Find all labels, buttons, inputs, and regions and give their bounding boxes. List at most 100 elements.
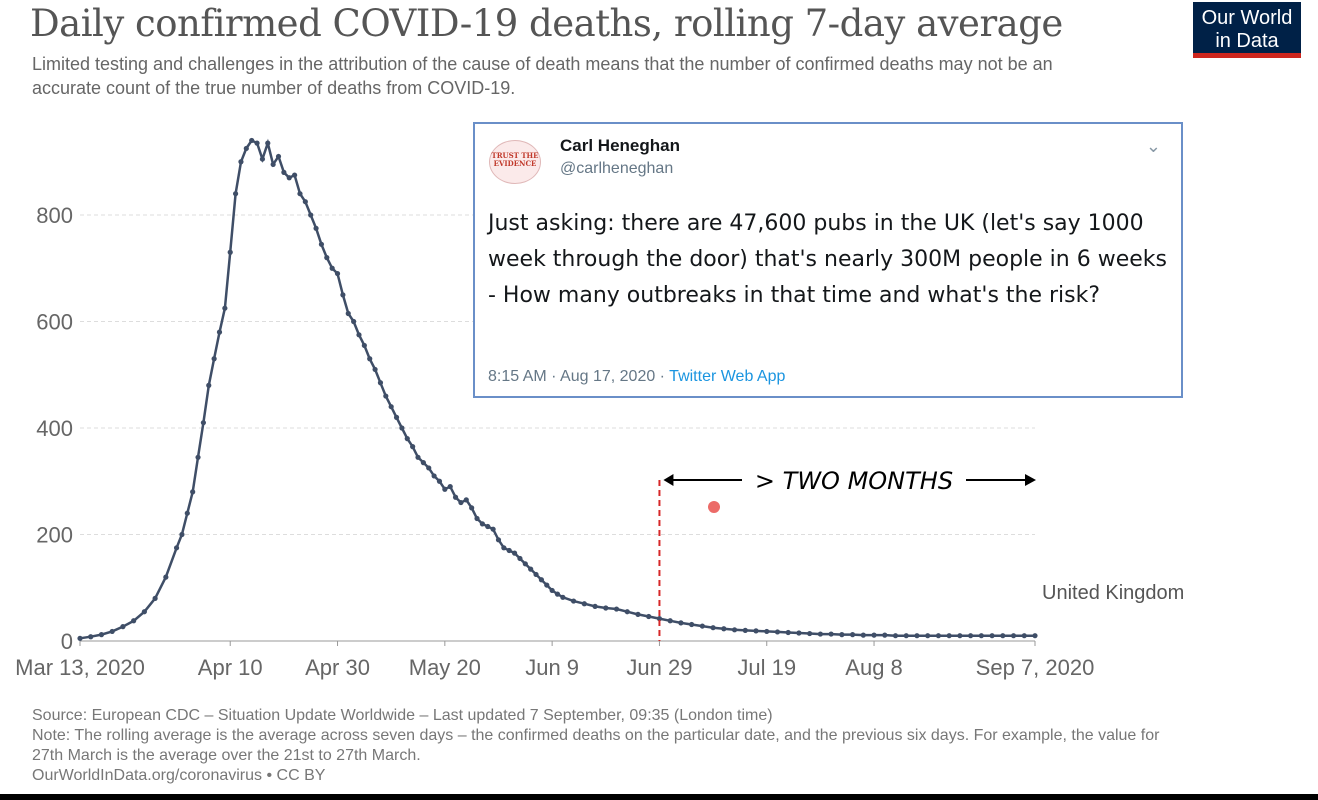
data-point (383, 393, 389, 399)
data-point (200, 420, 206, 426)
data-point (77, 635, 83, 641)
data-point (592, 603, 598, 609)
data-point (211, 356, 217, 362)
data-point (404, 436, 410, 442)
annotation-arrowhead-right (1025, 474, 1036, 486)
chart-footer: Source: European CDC – Situation Update … (32, 706, 1192, 786)
data-point (989, 633, 995, 639)
data-point (243, 145, 249, 152)
data-point (420, 460, 426, 466)
data-point (173, 545, 180, 551)
data-point (286, 175, 292, 181)
data-point (549, 587, 555, 594)
logo-line-1: Our World (1201, 7, 1293, 29)
chevron-down-icon[interactable]: ⌄ (1145, 136, 1161, 156)
data-point (152, 595, 158, 602)
data-point (388, 404, 394, 410)
data-point (570, 598, 577, 604)
data-point (1010, 633, 1017, 639)
tweet-avatar[interactable]: TRUST THE EVIDENCE (489, 140, 541, 184)
data-point (925, 633, 931, 639)
data-point (828, 631, 834, 637)
cursor-highlight (708, 501, 720, 513)
y-tick-label: 600 (36, 310, 73, 335)
data-point (292, 172, 298, 178)
data-point (254, 140, 260, 146)
tweet-author-handle[interactable]: @carlheneghan (560, 160, 674, 177)
data-point (222, 305, 228, 311)
screen-bottom-bar (0, 794, 1318, 800)
chart-title: Daily confirmed COVID-19 deaths, rolling… (30, 2, 1063, 45)
data-point (501, 545, 507, 551)
annotation-arrowhead-left (663, 474, 674, 486)
data-point (522, 561, 528, 567)
data-point (1021, 633, 1027, 639)
footer-source: Source: European CDC – Situation Update … (32, 707, 773, 724)
data-point (656, 616, 663, 622)
owid-logo[interactable]: Our World in Data (1193, 2, 1301, 58)
data-point (324, 255, 330, 261)
data-point (410, 444, 416, 450)
data-point (361, 342, 367, 349)
data-point (281, 169, 287, 175)
data-point (903, 633, 909, 639)
embedded-tweet[interactable]: TRUST THE EVIDENCE Carl Heneghan @carlhe… (473, 122, 1183, 398)
data-point (377, 380, 384, 386)
tweet-text: Just asking: there are 47,600 pubs in th… (488, 211, 1167, 308)
data-point (270, 161, 276, 168)
data-point (764, 628, 770, 635)
data-point (506, 547, 512, 554)
tweet-source-app[interactable]: Twitter Web App (669, 368, 786, 385)
data-point (785, 629, 791, 636)
data-point (538, 577, 545, 583)
data-point (871, 632, 877, 638)
data-point (753, 628, 759, 634)
data-point (474, 515, 480, 522)
data-point (265, 140, 271, 146)
data-point (216, 329, 223, 335)
data-point (667, 618, 673, 624)
data-point (699, 623, 705, 629)
y-tick-label: 400 (36, 416, 73, 441)
data-point (426, 465, 432, 471)
data-point (329, 265, 335, 271)
data-point (544, 582, 550, 588)
data-point (431, 473, 437, 479)
line-chart: 0 200 400 600 800 Mar 13, 2020 Apr 10 Apr 30 May… (15, 137, 1184, 680)
data-point (495, 537, 502, 543)
data-point (447, 483, 453, 490)
x-tick-label: Aug 8 (845, 655, 903, 680)
data-point (452, 494, 459, 500)
data-point (957, 633, 963, 639)
data-point (442, 486, 448, 492)
data-point (318, 241, 325, 247)
data-point (179, 531, 185, 538)
y-tick-label: 0 (61, 629, 73, 654)
data-point (238, 159, 244, 165)
data-point (742, 627, 748, 633)
tweet-timestamp[interactable]: 8:15 AM · Aug 17, 2020 · (488, 368, 670, 385)
data-point (624, 609, 630, 615)
data-point (308, 212, 314, 218)
data-point (968, 633, 974, 639)
data-point (635, 611, 641, 617)
data-point (302, 199, 308, 205)
data-point (485, 523, 491, 530)
data-point (345, 310, 351, 317)
data-point (195, 454, 201, 460)
x-tick-label: Apr 30 (305, 655, 370, 680)
data-point (710, 625, 716, 631)
footer-link[interactable]: OurWorldInData.org/coronavirus • CC BY (32, 767, 326, 784)
data-point (892, 633, 899, 639)
data-point (946, 633, 952, 639)
data-point (463, 497, 469, 503)
data-point (882, 632, 888, 638)
x-tick-label: Sep 7, 2020 (976, 655, 1095, 680)
data-point (163, 574, 169, 580)
data-point (340, 292, 346, 298)
data-point (120, 624, 126, 630)
tweet-author-name[interactable]: Carl Heneghan (560, 136, 680, 155)
data-point (206, 382, 212, 388)
data-point (436, 478, 443, 484)
data-point (817, 631, 823, 637)
